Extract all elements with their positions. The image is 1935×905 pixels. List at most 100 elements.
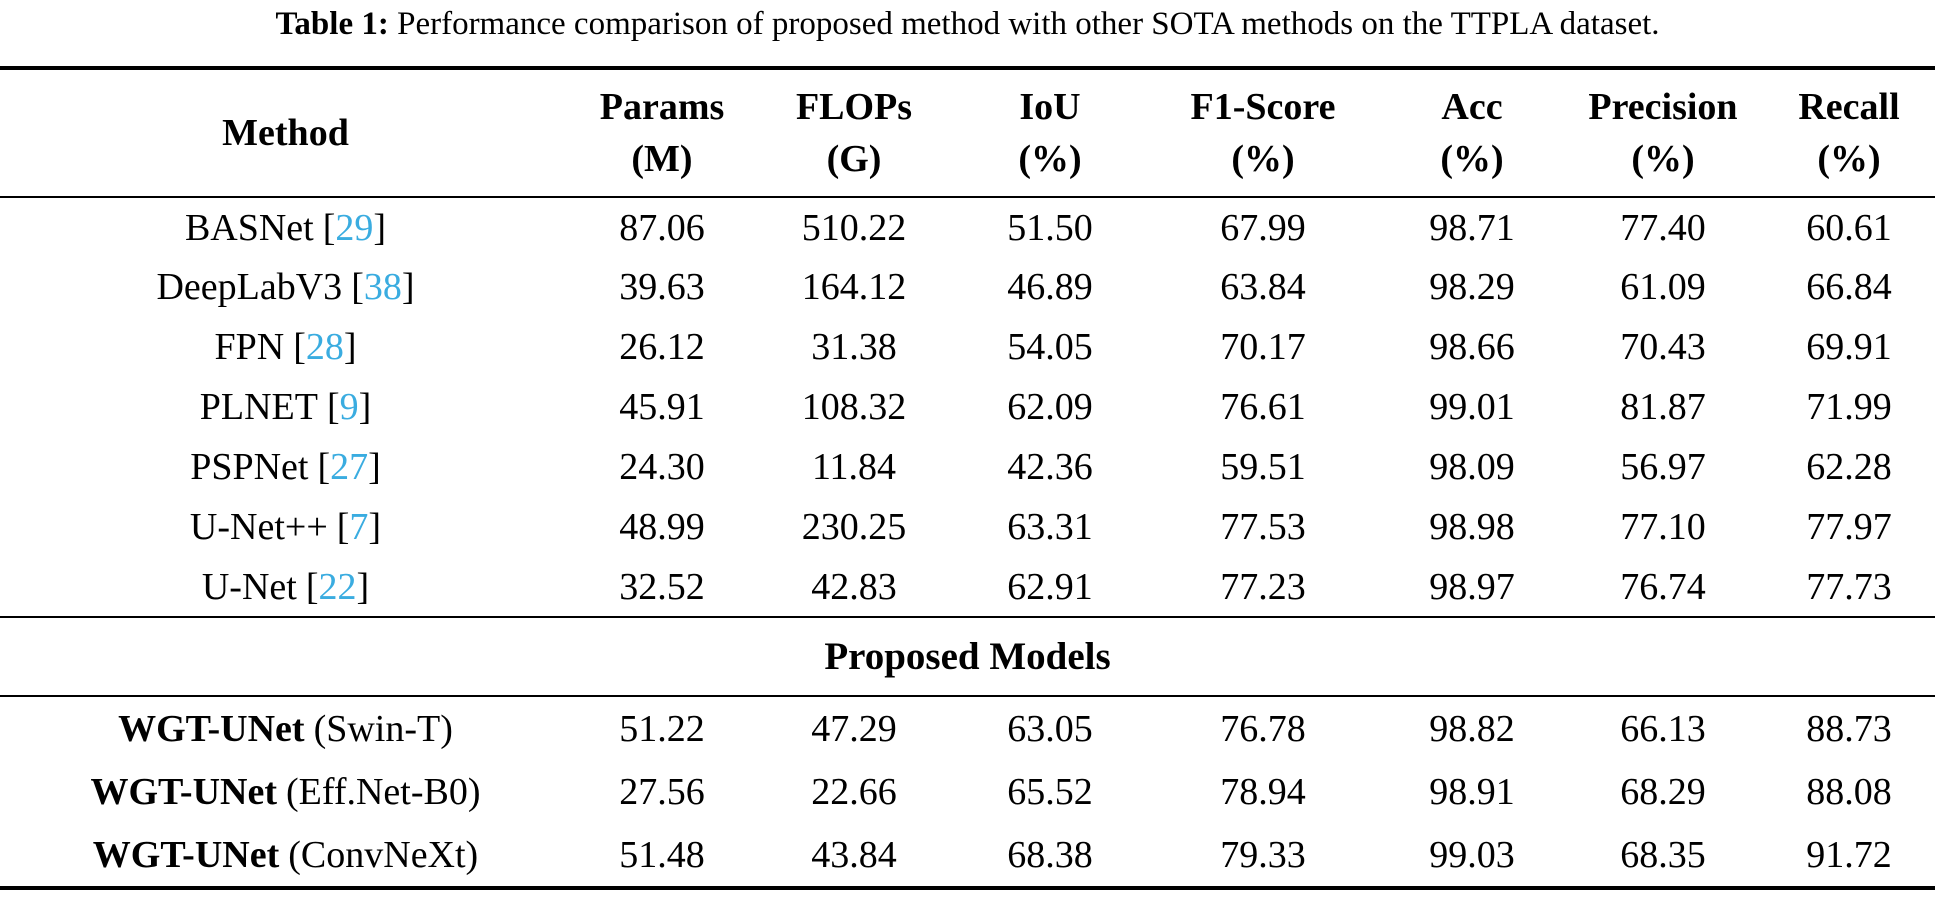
citation-link[interactable]: 38 xyxy=(363,266,402,308)
model-variant: (Eff.Net-B0) xyxy=(285,771,481,813)
value-cell: 27.56 xyxy=(619,771,705,813)
bracket: ] xyxy=(356,565,370,608)
value-cell: 26.12 xyxy=(619,326,705,368)
header-flops: FLOPs (G) xyxy=(795,86,913,180)
value-cell: 98.71 xyxy=(1429,206,1515,249)
header-f1: F1-Score (%) xyxy=(1190,86,1336,180)
section-header-row: Proposed Models xyxy=(0,616,1935,697)
value-cell: 88.08 xyxy=(1806,771,1892,813)
header-recall: Recall (%) xyxy=(1798,86,1900,180)
table-row: PSPNet [27] 24.30 11.84 42.36 59.51 98.09… xyxy=(0,437,1935,497)
value-cell: 77.53 xyxy=(1220,506,1306,548)
value-cell: 11.84 xyxy=(811,446,897,488)
value-cell: 164.12 xyxy=(801,266,907,308)
value-cell: 76.61 xyxy=(1220,386,1306,428)
method-name: PLNET xyxy=(199,386,318,428)
table-row: BASNet [29] 87.06 510.22 51.50 67.99 98.7… xyxy=(0,197,1935,257)
value-cell: 98.98 xyxy=(1429,506,1515,548)
value-cell: 70.17 xyxy=(1220,326,1306,368)
value-cell: 230.25 xyxy=(801,506,907,548)
method-name: PSPNet xyxy=(190,446,309,488)
method-cell: PLNET [9] xyxy=(0,377,571,437)
method-name: DeepLabV3 xyxy=(156,266,343,308)
value-cell: 77.73 xyxy=(1806,565,1892,608)
value-cell: 42.36 xyxy=(1007,446,1093,488)
method-cell: BASNet [29] xyxy=(0,197,571,257)
value-cell: 79.33 xyxy=(1220,834,1306,876)
value-cell: 77.97 xyxy=(1806,506,1892,548)
value-cell: 76.78 xyxy=(1220,707,1306,750)
value-cell: 99.03 xyxy=(1429,834,1515,876)
value-cell: 63.31 xyxy=(1007,506,1093,548)
value-cell: 68.29 xyxy=(1620,771,1706,813)
value-cell: 46.89 xyxy=(1007,266,1093,308)
value-cell: 76.74 xyxy=(1620,565,1706,608)
value-cell: 62.91 xyxy=(1007,565,1093,608)
value-cell: 510.22 xyxy=(801,206,907,249)
value-cell: 42.83 xyxy=(811,565,897,608)
table-row: WGT-UNet (Eff.Net-B0) 27.56 22.66 65.52 7… xyxy=(0,760,1935,824)
value-cell: 81.87 xyxy=(1620,386,1706,428)
citation-link[interactable]: 7 xyxy=(349,506,369,548)
method-name: BASNet xyxy=(184,206,314,249)
value-cell: 68.38 xyxy=(1007,834,1093,876)
value-cell: 59.51 xyxy=(1220,446,1306,488)
value-cell: 51.50 xyxy=(1007,206,1093,249)
bracket: ] xyxy=(358,386,372,428)
value-cell: 24.30 xyxy=(619,446,705,488)
table-row: FPN [28] 26.12 31.38 54.05 70.17 98.66 70… xyxy=(0,317,1935,377)
table-row: PLNET [9] 45.91 108.32 62.09 76.61 99.01 … xyxy=(0,377,1935,437)
bracket: ] xyxy=(368,506,382,548)
bracket: [ xyxy=(336,506,350,548)
value-cell: 78.94 xyxy=(1220,771,1306,813)
model-name: WGT-UNet xyxy=(90,771,277,813)
method-cell: WGT-UNet (Eff.Net-B0) xyxy=(0,760,571,824)
header-row: Method Params (M) FLOPs (G) IoU (%) F1-Scor… xyxy=(0,68,1935,197)
value-cell: 98.29 xyxy=(1429,266,1515,308)
table-row: WGT-UNet (Swin-T) 51.22 47.29 63.05 76.78… xyxy=(0,696,1935,760)
results-table: Method Params (M) FLOPs (G) IoU (%) F1-Scor… xyxy=(0,66,1935,890)
value-cell: 65.52 xyxy=(1007,771,1093,813)
value-cell: 68.35 xyxy=(1620,834,1706,876)
value-cell: 99.01 xyxy=(1429,386,1515,428)
method-cell: PSPNet [27] xyxy=(0,437,571,497)
citation-link[interactable]: 9 xyxy=(339,386,359,428)
value-cell: 54.05 xyxy=(1007,326,1093,368)
value-cell: 60.61 xyxy=(1806,206,1892,249)
citation-link[interactable]: 28 xyxy=(305,326,344,368)
header-params: Params (M) xyxy=(599,86,725,180)
caption-label: Table 1: xyxy=(275,6,389,42)
method-cell: DeepLabV3 [38] xyxy=(0,257,571,317)
citation-link[interactable]: 27 xyxy=(330,446,369,488)
value-cell: 32.52 xyxy=(619,565,705,608)
value-cell: 98.66 xyxy=(1429,326,1515,368)
value-cell: 70.43 xyxy=(1620,326,1706,368)
citation-link[interactable]: 22 xyxy=(318,565,357,608)
value-cell: 22.66 xyxy=(811,771,897,813)
citation-link[interactable]: 29 xyxy=(335,206,374,249)
value-cell: 71.99 xyxy=(1806,386,1892,428)
method-name: U-Net++ xyxy=(189,506,328,548)
model-variant: (Swin-T) xyxy=(313,707,453,750)
method-cell: FPN [28] xyxy=(0,317,571,377)
table-row: DeepLabV3 [38] 39.63 164.12 46.89 63.84 9… xyxy=(0,257,1935,317)
table-row: WGT-UNet (ConvNeXt) 51.48 43.84 68.38 79.… xyxy=(0,824,1935,888)
value-cell: 62.09 xyxy=(1007,386,1093,428)
value-cell: 47.29 xyxy=(811,707,897,750)
value-cell: 69.91 xyxy=(1806,326,1892,368)
table-row: U-Net++ [7] 48.99 230.25 63.31 77.53 98.9… xyxy=(0,497,1935,557)
value-cell: 98.97 xyxy=(1429,565,1515,608)
table-row: U-Net [22] 32.52 42.83 62.91 77.23 98.97 … xyxy=(0,557,1935,617)
bracket: [ xyxy=(322,206,336,249)
bracket: [ xyxy=(351,266,364,308)
bracket: [ xyxy=(293,326,306,368)
bracket: [ xyxy=(305,565,319,608)
value-cell: 67.99 xyxy=(1220,206,1306,249)
method-cell: U-Net [22] xyxy=(0,557,571,617)
method-name: FPN xyxy=(214,326,285,368)
header-precision: Precision (%) xyxy=(1588,86,1738,180)
value-cell: 98.91 xyxy=(1429,771,1515,813)
header-method: Method xyxy=(222,112,349,154)
method-name: U-Net xyxy=(201,565,297,608)
value-cell: 63.84 xyxy=(1220,266,1306,308)
